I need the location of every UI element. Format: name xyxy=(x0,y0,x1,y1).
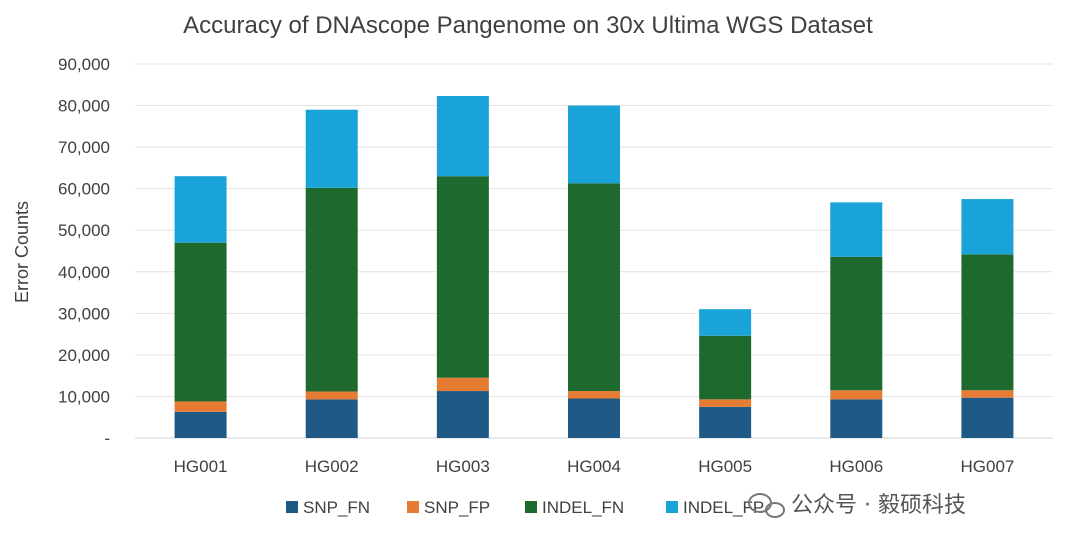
x-category-label: HG001 xyxy=(174,457,228,476)
wechat-icon xyxy=(748,493,785,518)
x-category-label: HG006 xyxy=(829,457,883,476)
bar-snp-fn-hg002 xyxy=(305,399,358,438)
bar-snp-fp-hg007 xyxy=(961,390,1014,398)
y-tick-label: 40,000 xyxy=(58,263,110,282)
bar-snp-fn-hg004 xyxy=(568,398,620,438)
y-tick-label: 30,000 xyxy=(58,304,110,323)
legend-swatch-indel-fn xyxy=(525,501,537,513)
x-category-label: HG005 xyxy=(698,457,752,476)
x-category-label: HG003 xyxy=(436,457,490,476)
bar-indel-fp-hg006 xyxy=(830,202,883,257)
bar-indel-fp-hg002 xyxy=(305,109,358,188)
bar-indel-fn-hg006 xyxy=(830,256,883,391)
legend-swatch-snp-fp xyxy=(407,501,419,513)
chart-title: Accuracy of DNAscope Pangenome on 30x Ul… xyxy=(183,12,873,39)
y-tick-label: 80,000 xyxy=(58,97,110,116)
bar-indel-fn-hg002 xyxy=(305,187,358,392)
legend-label: SNP_FP xyxy=(424,498,490,517)
y-tick-label: 60,000 xyxy=(58,180,110,199)
x-category-label: HG004 xyxy=(567,457,621,476)
bar-snp-fn-hg003 xyxy=(436,391,489,438)
legend-label: INDEL_FP xyxy=(683,498,764,517)
bar-indel-fn-hg005 xyxy=(699,335,752,400)
watermark: 公众号 · 毅硕科技 xyxy=(748,493,966,518)
bar-indel-fn-hg003 xyxy=(436,176,489,378)
legend-label: INDEL_FN xyxy=(542,498,624,517)
y-axis-label: Error Counts xyxy=(12,201,32,303)
y-tick-label: 50,000 xyxy=(58,221,110,240)
x-category-label: HG007 xyxy=(960,457,1014,476)
bar-indel-fp-hg004 xyxy=(568,105,620,184)
x-category-label: HG002 xyxy=(305,457,359,476)
bar-indel-fp-hg007 xyxy=(961,199,1014,255)
bar-indel-fp-hg001 xyxy=(174,176,227,243)
watermark-text: 公众号 · 毅硕科技 xyxy=(791,493,966,518)
bar-snp-fp-hg001 xyxy=(174,401,227,412)
bar-snp-fn-hg001 xyxy=(174,411,227,438)
y-tick-label: 20,000 xyxy=(58,346,110,365)
bar-indel-fp-hg003 xyxy=(436,95,489,177)
bar-snp-fn-hg006 xyxy=(830,399,883,438)
y-tick-label: - xyxy=(104,429,110,448)
bar-snp-fp-hg002 xyxy=(305,391,358,400)
bar-snp-fp-hg005 xyxy=(699,399,752,407)
legend-label: SNP_FN xyxy=(303,498,370,517)
bars xyxy=(174,95,1014,438)
legend: SNP_FN SNP_FP INDEL_FN INDEL_FP xyxy=(286,498,764,517)
y-tick-label: 90,000 xyxy=(58,55,110,74)
bar-indel-fn-hg004 xyxy=(568,183,620,392)
bar-snp-fp-hg004 xyxy=(568,391,620,399)
legend-swatch-snp-fn xyxy=(286,501,298,513)
x-axis-categories: HG001 HG002 HG003 HG004 HG005 HG006 HG007 xyxy=(174,457,1015,476)
bar-snp-fp-hg006 xyxy=(830,390,883,400)
y-axis-ticks: - 10,000 20,000 30,000 40,000 50,000 60,000 70,… xyxy=(58,55,110,448)
bar-snp-fn-hg005 xyxy=(699,406,752,438)
bar-snp-fp-hg003 xyxy=(436,377,489,392)
y-tick-label: 70,000 xyxy=(58,138,110,157)
bar-snp-fn-hg007 xyxy=(961,397,1014,438)
bar-indel-fn-hg007 xyxy=(961,254,1014,391)
y-tick-label: 10,000 xyxy=(58,387,110,406)
legend-swatch-indel-fp xyxy=(666,501,678,513)
bar-indel-fp-hg005 xyxy=(699,309,752,336)
bar-indel-fn-hg001 xyxy=(174,242,227,402)
